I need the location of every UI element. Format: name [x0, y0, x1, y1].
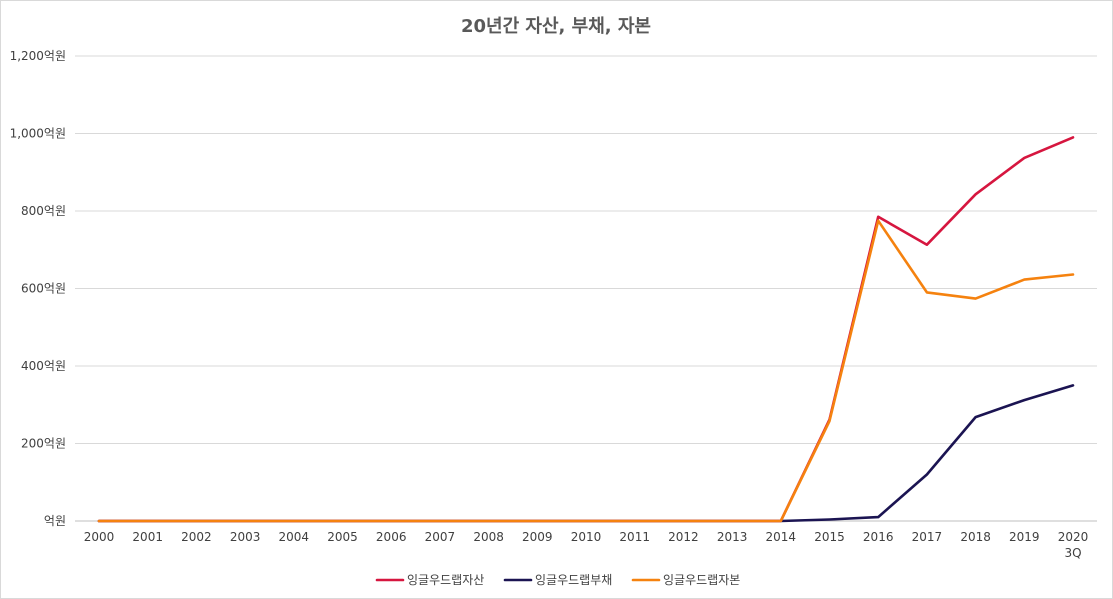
x-axis-tick-labels: 2000 2001 2002 2003 2004 2005 2006 2007 2008 2009…	[84, 530, 1089, 560]
x-tick-label: 2013	[717, 530, 748, 544]
y-tick-label: 억원	[44, 514, 66, 528]
y-tick-label: 600억원	[21, 282, 66, 296]
x-tick-label: 2005	[327, 530, 358, 544]
legend-label: 잉글우드랩부채	[535, 573, 612, 587]
grid-lines	[75, 55, 1097, 522]
x-tick-label: 2009	[522, 530, 553, 544]
x-tick-label: 2019	[1009, 530, 1040, 544]
y-tick-label: 1,200억원	[10, 49, 66, 63]
legend-label: 잉글우드랩자산	[407, 573, 484, 587]
y-axis-tick-labels: 억원 200억원 400억원 600억원 800억원 1,000억원 1,200억원	[10, 49, 66, 528]
series-lines	[97, 136, 1075, 523]
chart-title: 20년간 자산, 부채, 자본	[461, 16, 651, 37]
x-tick-label: 2001	[132, 530, 163, 544]
series-line-3	[97, 219, 1075, 523]
x-tick-label: 2006	[376, 530, 407, 544]
x-tick-label: 2020	[1058, 530, 1089, 544]
x-tick-label: 2012	[668, 530, 699, 544]
x-tick-label: 2003	[230, 530, 261, 544]
x-tick-label: 2014	[766, 530, 797, 544]
y-tick-label: 800억원	[21, 204, 66, 218]
y-tick-label: 400억원	[21, 359, 66, 373]
x-tick-label: 2010	[571, 530, 602, 544]
x-tick-label: 2011	[619, 530, 650, 544]
y-tick-label: 200억원	[21, 437, 66, 451]
legend: 잉글우드랩자산 잉글우드랩부채 잉글우드랩자본	[375, 573, 740, 587]
x-tick-label: 2018	[960, 530, 991, 544]
x-tick-label: 2002	[181, 530, 212, 544]
x-tick-label: 2017	[912, 530, 943, 544]
series-line-1	[97, 136, 1075, 523]
x-tick-label: 2007	[425, 530, 456, 544]
x-tick-label: 2008	[473, 530, 504, 544]
x-tick-label: 2000	[84, 530, 115, 544]
x-tick-label: 2016	[863, 530, 894, 544]
x-tick-label: 2015	[814, 530, 845, 544]
x-tick-label: 2004	[279, 530, 310, 544]
y-tick-label: 1,000억원	[10, 127, 66, 141]
series-line-2	[97, 384, 1075, 523]
x-tick-sublabel: 3Q	[1064, 546, 1081, 560]
legend-label: 잉글우드랩자본	[663, 573, 740, 587]
